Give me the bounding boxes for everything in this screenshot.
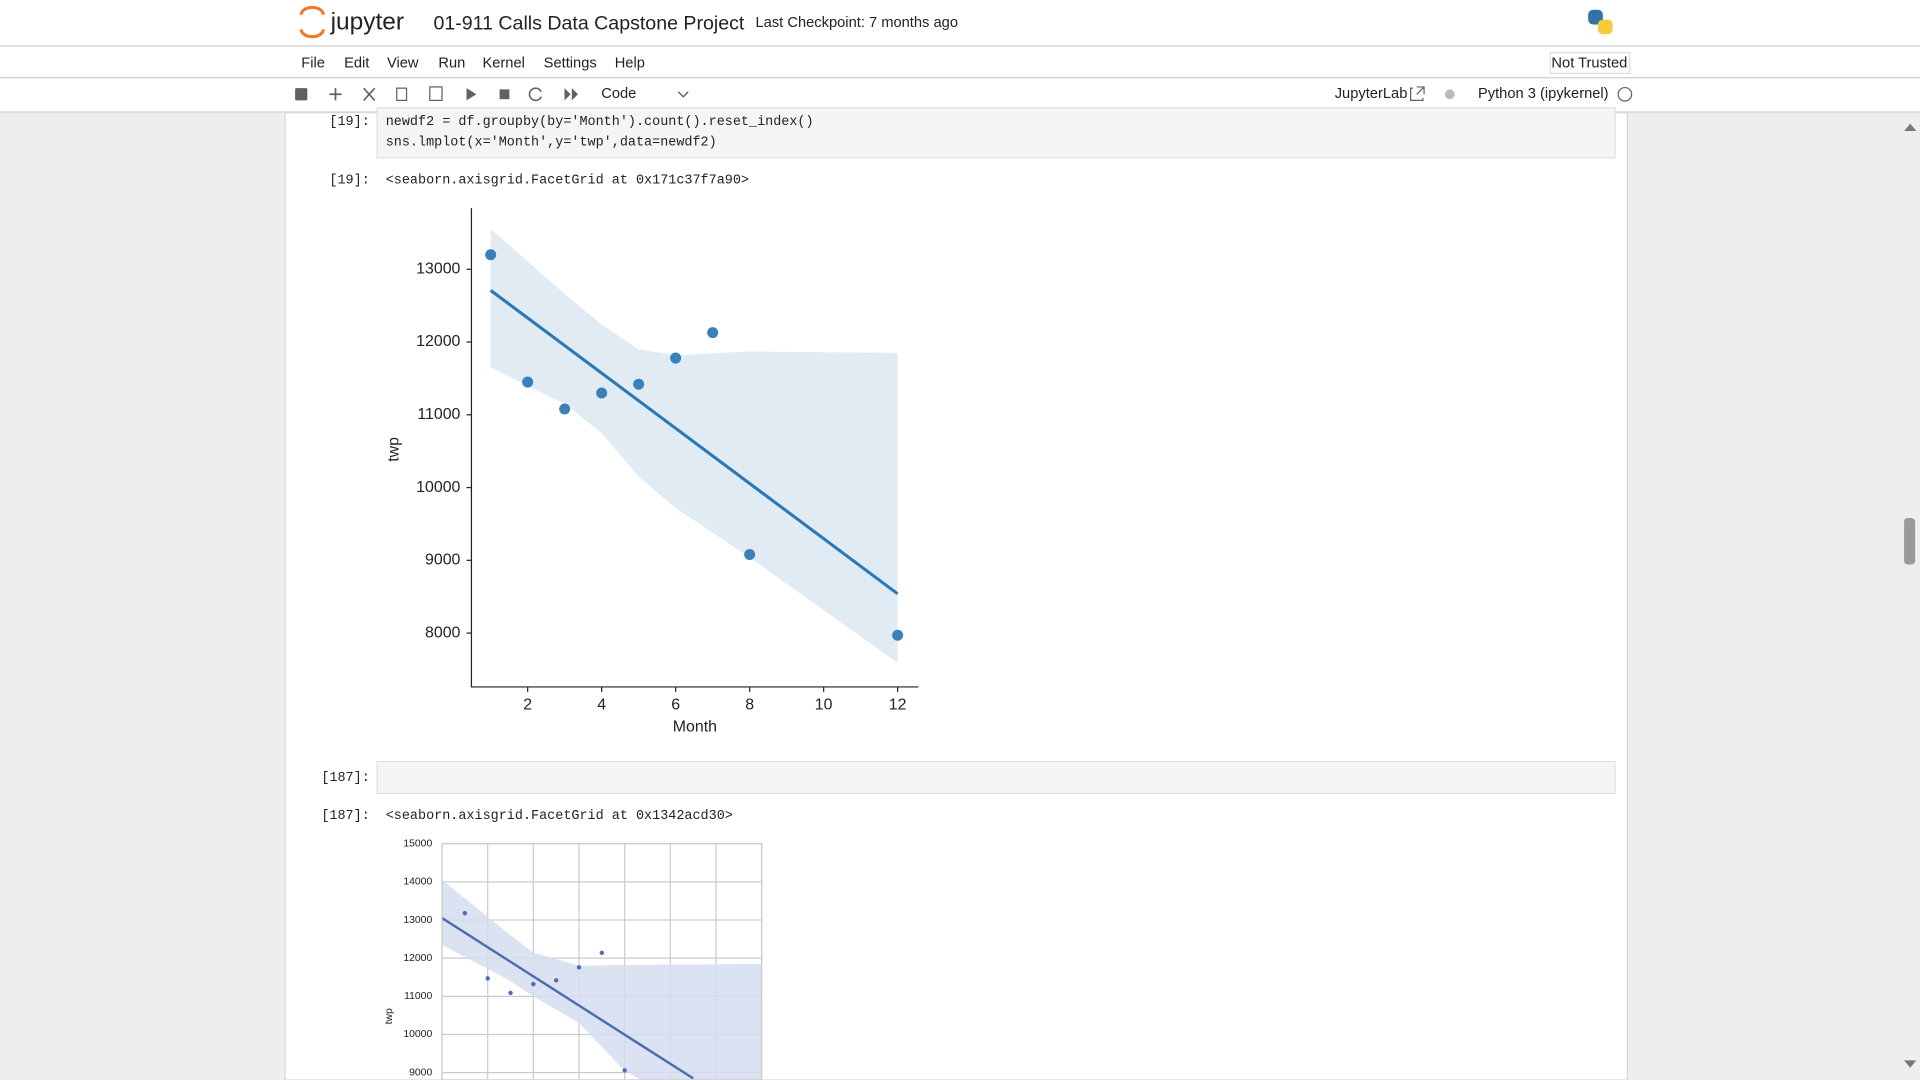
- x-tick-label: 2: [523, 697, 532, 714]
- logo-text: jupyter: [330, 9, 404, 36]
- data-point: [576, 965, 582, 970]
- data-point: [508, 990, 513, 996]
- data-point: [622, 1068, 627, 1073]
- x-tick-label: 10: [815, 697, 833, 714]
- jupyterlab-link[interactable]: JupyterLab: [1335, 86, 1408, 102]
- y-tick-label: 12000: [403, 953, 432, 964]
- y-tick-label: 10000: [416, 479, 460, 496]
- y-tick-label: 14000: [403, 877, 432, 888]
- y-tick-label: 15000: [403, 838, 432, 849]
- cut-button[interactable]: [363, 87, 376, 101]
- data-point: [553, 978, 559, 983]
- scrollbar-thumb[interactable]: [1904, 517, 1916, 565]
- code-input[interactable]: [376, 107, 1616, 159]
- menu-item[interactable]: Run: [438, 56, 465, 72]
- y-tick-label: 12000: [416, 333, 460, 350]
- data-point: [462, 910, 468, 916]
- menu-item[interactable]: Edit: [344, 56, 369, 72]
- y-tick-label: 9000: [425, 552, 461, 569]
- axes-spines: [470, 208, 919, 688]
- y-tick-label: 8000: [425, 624, 461, 641]
- data-point: [599, 950, 605, 956]
- y-tick-label: 13000: [416, 260, 460, 277]
- confidence-band: [490, 228, 898, 663]
- menu-item[interactable]: Kernel: [482, 56, 524, 72]
- y-axis-label: twp: [384, 1008, 395, 1024]
- data-point: [744, 549, 756, 561]
- add-button[interactable]: [329, 88, 342, 101]
- trust-box[interactable]: [1549, 52, 1631, 75]
- settings-icon: [1444, 89, 1455, 100]
- copy-button[interactable]: [396, 87, 408, 102]
- x-tick-label: 12: [889, 697, 907, 714]
- code-line: sns.lmplot(x='Month',y='twp',data=newdf2…: [386, 136, 717, 151]
- run-button[interactable]: [466, 88, 477, 101]
- code-line: newdf2 = df.groupby(by='Month').count().…: [386, 115, 814, 130]
- y-tick-label: 9000: [409, 1067, 432, 1078]
- menu-item[interactable]: File: [301, 56, 325, 72]
- output-prompt: [19]:: [329, 174, 369, 189]
- data-point: [707, 327, 719, 339]
- python-logo: [1588, 9, 1613, 35]
- run-all-button[interactable]: [564, 88, 578, 101]
- output-prompt: [187]:: [321, 809, 369, 824]
- menu-item[interactable]: Settings: [544, 56, 597, 72]
- restart-button[interactable]: [528, 87, 542, 102]
- output-text: <seaborn.axisgrid.FacetGrid at 0x171c37f…: [386, 174, 749, 189]
- save-button[interactable]: [295, 88, 308, 101]
- jupyter-logo: [299, 5, 325, 39]
- y-tick-label: 11000: [404, 991, 432, 1002]
- y-tick-label: 10000: [403, 1029, 432, 1040]
- kernel-status: [1617, 86, 1633, 102]
- kernel-name[interactable]: Python 3 (ipykernel): [1478, 86, 1609, 102]
- y-tick-label: 13000: [403, 915, 432, 926]
- data-point: [485, 976, 490, 981]
- x-tick-label: 8: [745, 697, 754, 714]
- data-point: [531, 981, 536, 987]
- data-point: [485, 249, 497, 261]
- dropdown-arrow[interactable]: [677, 91, 689, 98]
- data-point: [522, 376, 534, 388]
- menu-item[interactable]: Help: [615, 56, 645, 72]
- regression-line: [441, 917, 694, 1080]
- trust-status[interactable]: Not Trusted: [1551, 56, 1627, 72]
- cell-type-select[interactable]: Code: [601, 86, 636, 102]
- x-tick-label: 6: [671, 697, 680, 714]
- x-axis-label: Month: [673, 719, 717, 736]
- notebook-title[interactable]: 01-911 Calls Data Capstone Project: [433, 13, 744, 35]
- data-point: [559, 403, 571, 415]
- external-link: [1410, 86, 1425, 102]
- data-point: [892, 629, 904, 641]
- toolbar-icons: [295, 86, 1633, 102]
- x-tick-label: 4: [597, 697, 606, 714]
- data-point: [596, 387, 608, 399]
- y-tick-label: 11000: [417, 406, 460, 423]
- code-input[interactable]: [376, 761, 1616, 795]
- y-axis-label: twp: [385, 437, 402, 462]
- output-text: <seaborn.axisgrid.FacetGrid at 0x1342acd…: [386, 809, 733, 824]
- axes-frame: [441, 843, 763, 1080]
- menu-item[interactable]: View: [387, 56, 419, 72]
- stop-button[interactable]: [499, 89, 510, 100]
- paste-button[interactable]: [429, 86, 443, 102]
- confidence-band: [442, 879, 762, 1080]
- checkpoint: Last Checkpoint: 7 months ago: [756, 15, 958, 31]
- input-prompt: [187]:: [321, 771, 369, 786]
- data-point: [670, 352, 682, 364]
- data-point: [633, 378, 645, 390]
- input-prompt: [19]:: [329, 115, 369, 130]
- regression-line: [489, 289, 899, 596]
